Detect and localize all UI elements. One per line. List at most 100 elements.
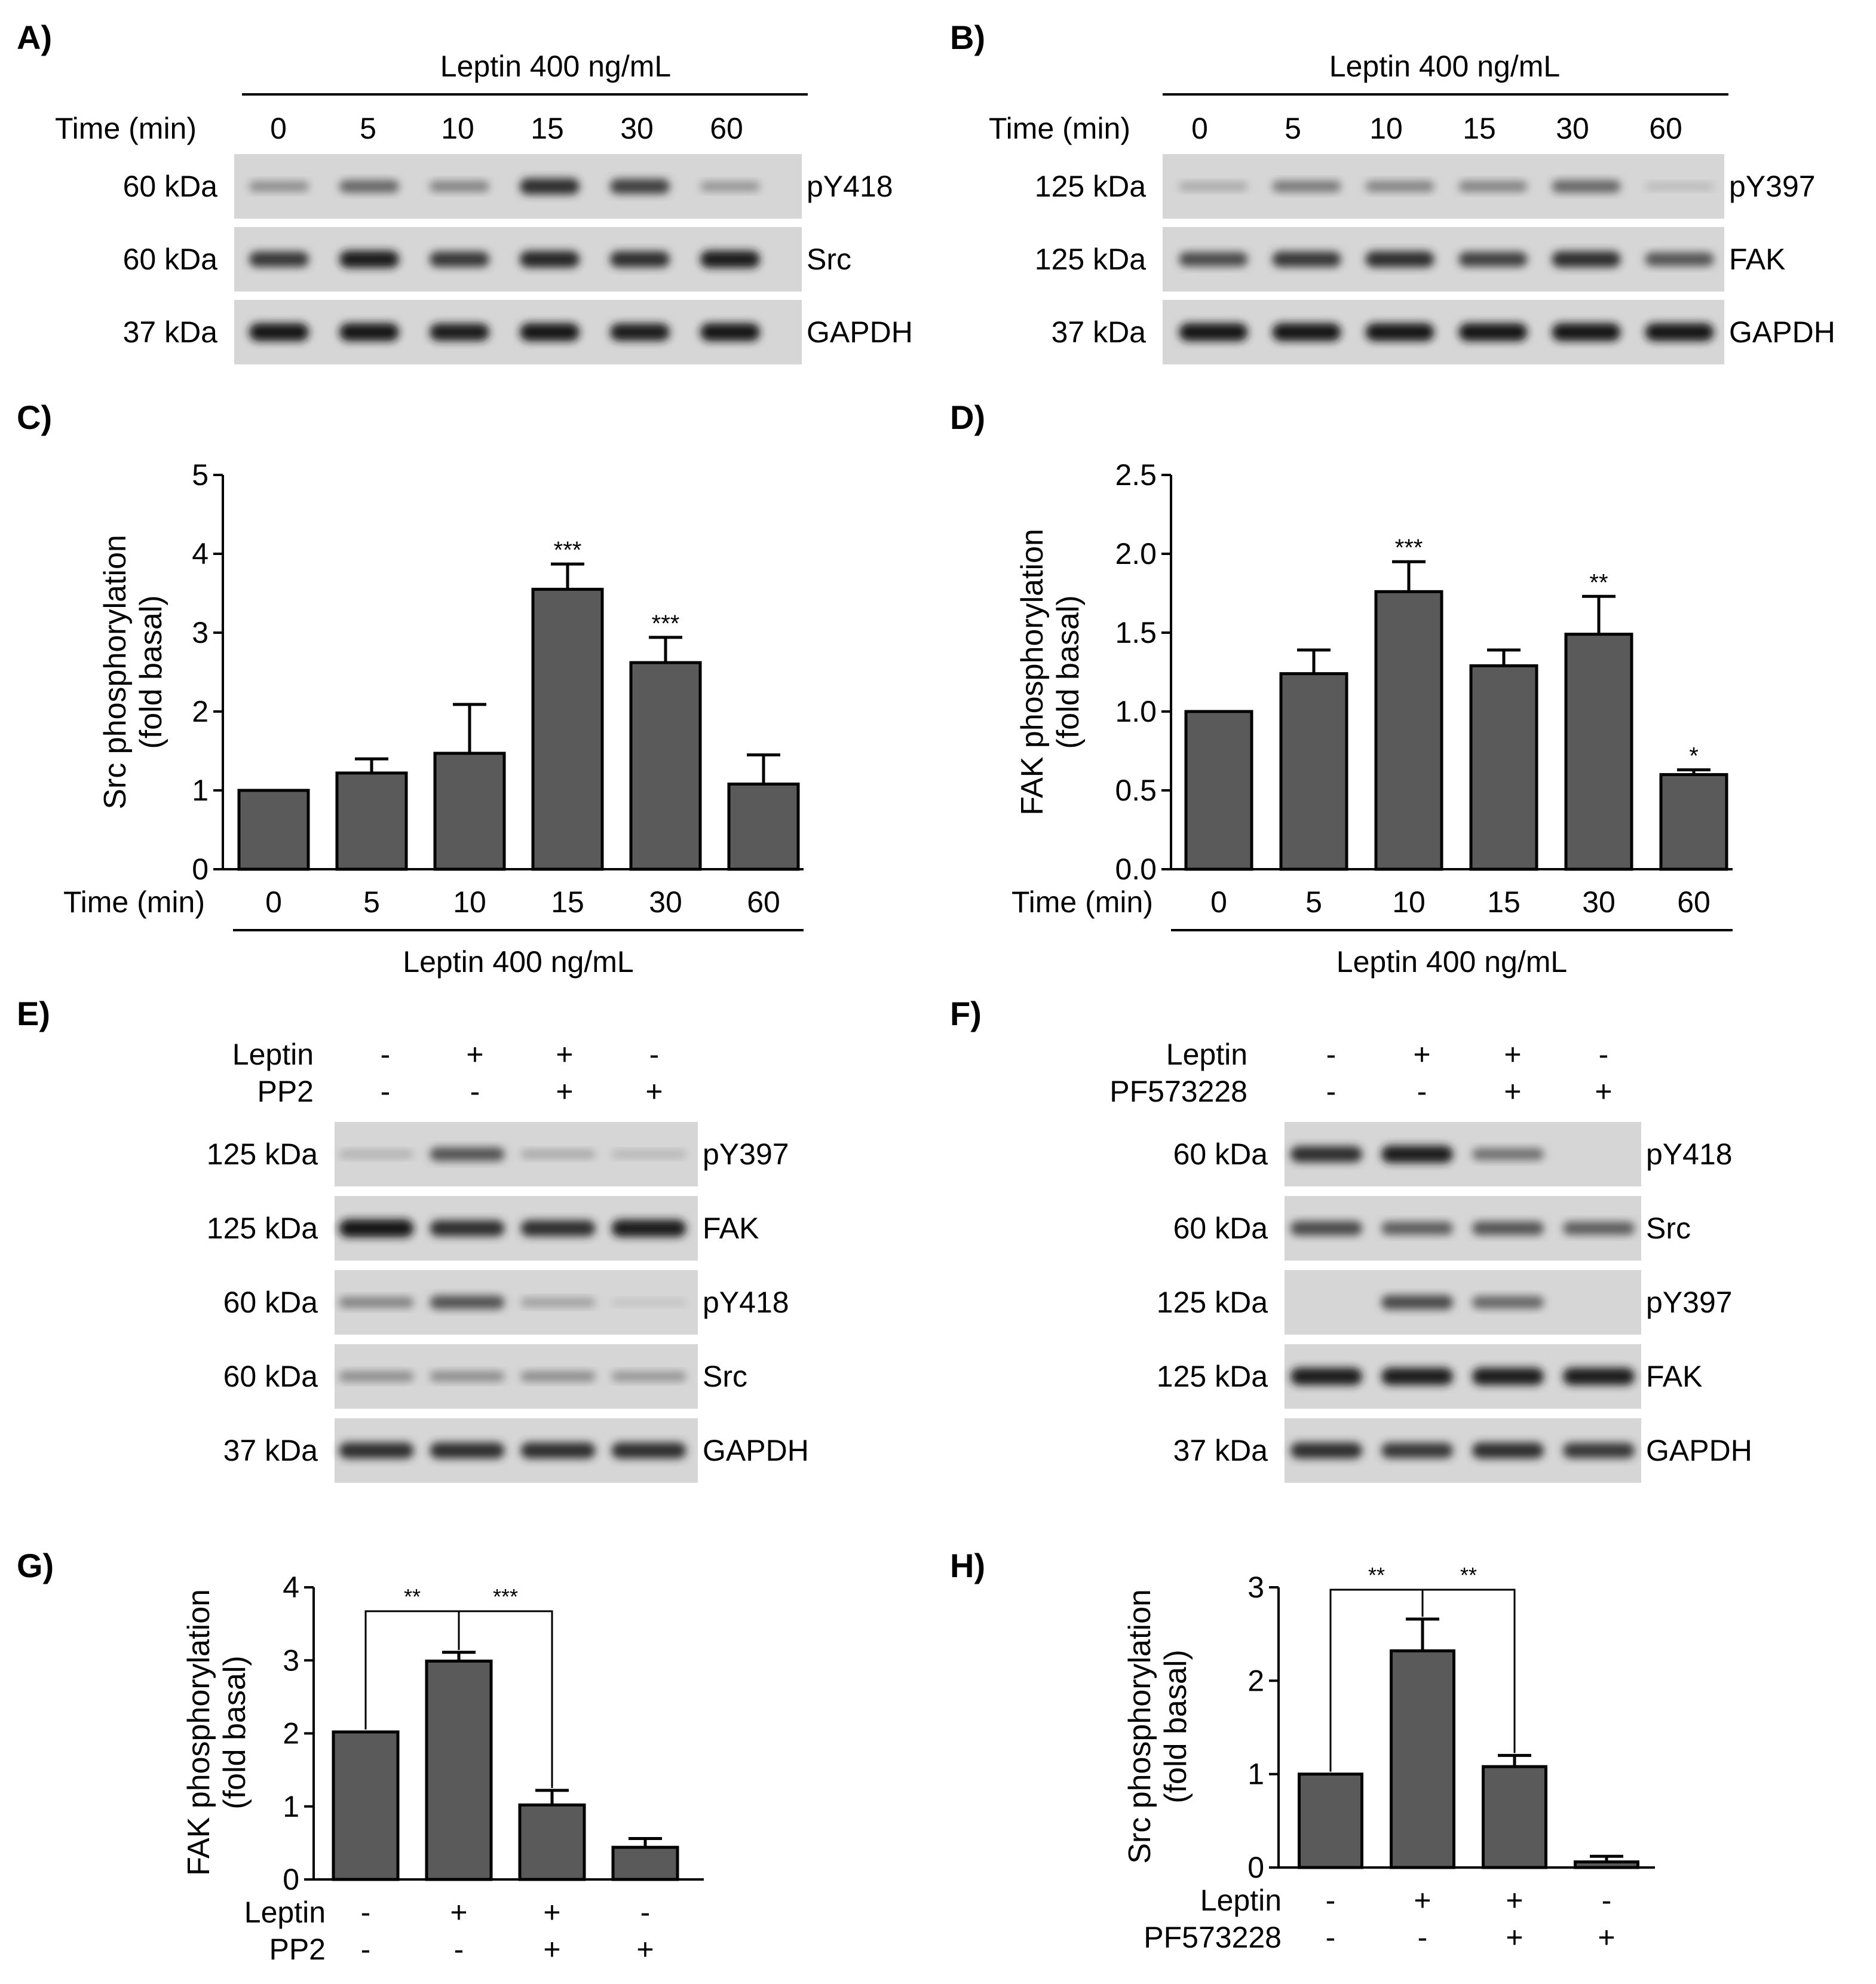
- blot-kda-label: 125 kDa: [207, 1212, 318, 1245]
- blot-band: [1458, 181, 1528, 192]
- blot-strip-background: [1285, 1270, 1641, 1335]
- blot-band: [611, 1219, 686, 1237]
- blot-protein-label: pY418: [1646, 1137, 1733, 1171]
- blot-band: [1272, 323, 1341, 341]
- treatment-label: PP2: [257, 1075, 314, 1108]
- blot-kda-label: 125 kDa: [1157, 1286, 1268, 1319]
- blot-band: [1272, 252, 1341, 267]
- blot-protein-label: Src: [1646, 1212, 1691, 1245]
- treatment-sign: -: [649, 1038, 660, 1071]
- bar: [1184, 710, 1253, 871]
- treatment-sign: -: [361, 1933, 371, 1966]
- blot-protein-label: FAK: [703, 1212, 759, 1245]
- blot-band: [1179, 182, 1248, 191]
- chart-c: 0 1 2 3 4 5 Src phosphorylation(fold basal) ***…: [63, 458, 804, 979]
- blot-band: [700, 323, 760, 341]
- treatment-sign: -: [454, 1933, 464, 1966]
- blot-band: [1381, 1367, 1453, 1385]
- significance-marker: **: [1460, 1563, 1477, 1587]
- bar: [1279, 672, 1348, 871]
- blot-kda-label: 125 kDa: [1035, 170, 1146, 203]
- y-tick-label: 0.0: [1115, 853, 1157, 886]
- y-axis-title-line: (fold basal): [1158, 1649, 1193, 1803]
- blot-kda-label: 60 kDa: [123, 243, 218, 276]
- y-tick-label: 4: [192, 537, 209, 571]
- treatment-sign: -: [1326, 1038, 1337, 1071]
- blot-band: [249, 252, 309, 267]
- x-axis-title: Time (min): [1011, 885, 1153, 919]
- blot-band: [430, 1442, 505, 1459]
- bar: [1564, 633, 1633, 871]
- blot-band: [1472, 1442, 1544, 1459]
- y-tick-label: 2.5: [1115, 458, 1157, 492]
- blot-kda-label: 37 kDa: [1173, 1434, 1268, 1467]
- blot-a-time-labels: 0 5 10 15 30 60: [270, 112, 743, 145]
- blot-kda-label: 60 kDa: [1173, 1212, 1268, 1245]
- bar: [1469, 664, 1538, 871]
- treatment-sign: +: [636, 1933, 654, 1966]
- blot-strip-background: [1163, 227, 1724, 292]
- y-axis-title: Src phosphorylation(fold basal): [98, 535, 168, 809]
- blot-protein-label: pY418: [807, 170, 893, 203]
- time-point-label: 0: [1191, 112, 1208, 145]
- treatment-label: Leptin: [244, 1896, 326, 1929]
- blot-band: [249, 181, 309, 192]
- blot-kda-label: 60 kDa: [223, 1360, 318, 1393]
- bar: [1659, 773, 1728, 871]
- x-footer-label: Leptin 400 ng/mL: [1337, 945, 1567, 979]
- blot-band: [1552, 323, 1621, 341]
- blot-band: [1458, 252, 1528, 267]
- bar: [531, 587, 604, 871]
- significance-bracket: [458, 1610, 553, 1788]
- blot-band: [1381, 1222, 1453, 1235]
- panel-label-g: G): [17, 1547, 54, 1584]
- y-tick-label: 2: [283, 1717, 299, 1750]
- bar: [332, 1730, 400, 1881]
- blot-band: [1563, 1367, 1635, 1385]
- blot-band: [1365, 181, 1434, 192]
- blot-band: [520, 178, 580, 195]
- treatment-sign: +: [1595, 1075, 1612, 1108]
- bar: [1298, 1773, 1363, 1869]
- blot-band: [1290, 1146, 1362, 1163]
- panel-label-c: C): [17, 398, 52, 436]
- panel-label-f: F): [950, 995, 982, 1032]
- blot-band: [339, 1150, 414, 1158]
- blot-kda-label: 60 kDa: [223, 1286, 318, 1319]
- y-tick-label: 0: [192, 853, 209, 886]
- bar: [611, 1845, 679, 1881]
- treatment-sign: -: [1326, 1884, 1336, 1917]
- significance-marker: ***: [554, 537, 582, 563]
- treatment-sign: +: [1413, 1038, 1430, 1071]
- blot-kda-label: 37 kDa: [223, 1434, 318, 1467]
- y-tick-label: 3: [192, 616, 209, 649]
- treatment-sign: +: [1598, 1921, 1615, 1954]
- time-point-label: 10: [441, 112, 474, 145]
- blot-band: [611, 1150, 686, 1158]
- treatment-sign: +: [645, 1075, 663, 1108]
- significance-marker: ***: [652, 611, 680, 637]
- blot-b-time-labels: 0 5 10 15 30 60: [1191, 112, 1682, 145]
- x-axis-title: Time (min): [63, 885, 205, 919]
- y-axis-title-line: (fold basal): [217, 1655, 252, 1809]
- treatment-sign: -: [470, 1075, 480, 1108]
- blot-band: [430, 1371, 505, 1382]
- y-tick-label: 2.0: [1115, 537, 1157, 571]
- blot-band: [249, 323, 309, 341]
- chart-d: 0.0 0.5 1.0 1.5 2.0 2.5 FAK phosphorylation(fo…: [1011, 458, 1733, 979]
- blot-kda-label: 60 kDa: [1173, 1137, 1268, 1171]
- treatment-sign: -: [1418, 1921, 1428, 1954]
- blot-band: [1272, 180, 1341, 192]
- blot-band: [1645, 252, 1714, 266]
- blot-band: [1645, 183, 1714, 190]
- x-tick-label: 10: [453, 885, 486, 919]
- treatment-sign: +: [543, 1933, 560, 1966]
- panel-label-a: A): [17, 19, 52, 56]
- chart-h: 0 1 2 3 Src phosphorylation(fold basal) ** ** L…: [1123, 1563, 1655, 1954]
- y-tick-label: 0: [283, 1863, 299, 1896]
- treatment-sign: -: [361, 1896, 371, 1929]
- blot-b: 125 kDa pY397 125 kDa FAK 37 kDa GAPDH: [1035, 154, 1835, 364]
- bar: [1574, 1860, 1639, 1869]
- treatment-label: PP2: [269, 1933, 326, 1966]
- bar: [1374, 590, 1443, 871]
